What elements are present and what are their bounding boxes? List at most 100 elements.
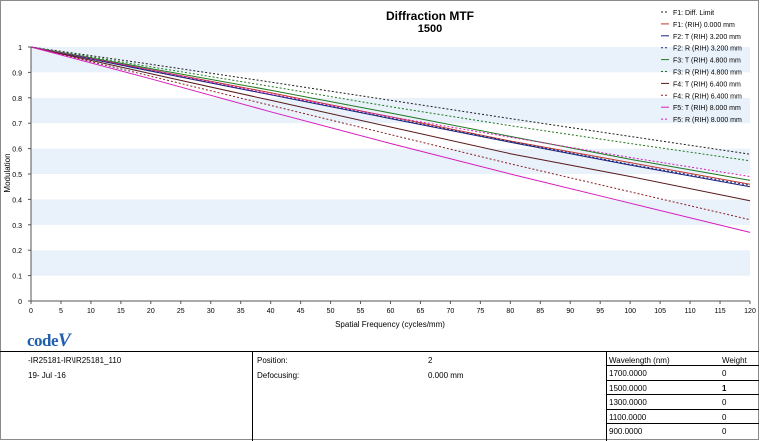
weight-value: 0 [722,369,727,378]
x-tick-label: 80 [506,308,514,315]
wavelength-value: 1300.0000 [609,398,647,407]
plot-band [31,224,750,251]
x-tick-label: 110 [684,308,695,315]
x-tick-label: 70 [447,308,455,315]
x-tick-label: 75 [476,308,484,315]
x-tick-label: 10 [87,308,95,315]
x-tick-label: 30 [207,308,215,315]
x-tick-label: 105 [654,308,666,315]
y-tick-label: 0.9 [12,70,22,77]
chart-subtitle: 1500 [418,23,442,35]
wavelength-row-divider [607,365,759,366]
x-tick-label: 65 [417,308,425,315]
date: 19- Jul -16 [28,371,66,380]
x-tick-label: 100 [624,308,636,315]
chart-title: Diffraction MTF [386,9,474,23]
plot-band [31,275,750,301]
y-tick-label: 1 [18,45,22,52]
weight-value: 0 [722,427,727,436]
legend-entry: F3: T (RIH) 4.800 mm [673,58,741,65]
mtf-curve [30,46,751,181]
wavelength-value: 1700.0000 [609,369,647,378]
legend-entry: F5: T (RIH) 8.000 mm [673,105,741,112]
wavelength-row-divider [607,408,759,410]
column-divider [606,352,607,441]
wavelength-row-divider [607,394,759,395]
x-tick-label: 50 [327,308,335,315]
x-tick-label: 90 [566,308,574,315]
mtf-curves [30,46,751,233]
wavelength-row-divider [607,423,759,424]
legend: F1: Diff. Limit F1: (RIH) 0.000 mm F2: T (… [661,10,742,124]
mtf-curve [30,46,751,155]
y-tick-label: 0.4 [12,197,22,204]
mtf-curve [30,46,751,177]
position-label: Position: [257,356,288,365]
x-tick-label: 15 [117,308,125,315]
plot-band [31,97,750,124]
y-tick-label: 0 [18,299,22,306]
y-tick-label: 0.8 [12,96,22,103]
legend-entry: F4: R (RIH) 6.400 mm [673,93,742,100]
x-tick-label: 60 [387,308,395,315]
weight-value: 0 [722,412,727,422]
x-tick-label: 120 [744,308,756,315]
x-tick-label: 25 [177,308,185,315]
mtf-curve [30,46,751,162]
plot-band [31,148,750,174]
x-tick-label: 20 [147,308,155,315]
mtf-curve [30,46,751,233]
y-tick-labels: 0 0.1 0.2 0.3 0.4 0.5 0.6 0.7 0.8 0.9 1 [12,45,31,306]
plot-bands [31,47,750,301]
mtf-curve [30,46,751,221]
defocusing-value: 0.000 mm [428,371,464,380]
x-tick-label: 35 [237,308,245,315]
mtf-curve [30,46,751,202]
y-tick-label: 0.2 [12,248,22,255]
lens-name: -IR25181-IR\IR25181_110 [28,356,122,365]
y-tick-label: 0.7 [12,121,22,128]
legend-entry: F4: T (RIH) 6.400 mm [673,81,741,88]
x-tick-label: 115 [714,308,725,315]
x-tick-label: 95 [596,308,604,315]
wavelength-value: 1100.0000 [609,412,647,422]
x-tick-label: 0 [29,308,33,315]
info-table: -IR25181-IR\IR25181_110 19- Jul -16 Posi… [0,351,759,441]
plot-band [31,199,750,225]
y-tick-label: 0.3 [12,223,22,230]
logo-code: code [27,331,59,350]
legend-entry: F2: T (RIH) 3.200 mm [673,34,741,41]
position-value: 2 [428,356,433,365]
mtf-chart: 0 0.1 0.2 0.3 0.4 0.5 0.6 0.7 0.8 0.9 1 0 5 10 15 20 25… [3,9,756,329]
x-tick-label: 40 [267,308,275,315]
y-axis-label: Modulation [3,153,12,192]
legend-entry: F2: R (RIH) 3.200 mm [673,46,742,53]
legend-entry: F1: Diff. Limit [673,10,714,17]
legend-entry: F5: R (RIH) 8.000 mm [673,117,742,124]
x-tick-label: 5 [59,308,63,315]
logo-v: V [58,330,71,351]
x-tick-label: 55 [357,308,365,315]
legend-entry: F1: (RIH) 0.000 mm [673,22,735,29]
plot-band [31,250,750,276]
wavelength-value: 900.0000 [609,427,643,436]
weight-value: 1 [722,383,727,393]
y-tick-label: 0.1 [12,274,22,281]
plot-band [31,72,750,98]
plot-band [31,174,750,200]
defocusing-label: Defocusing: [257,371,300,380]
y-tick-label: 0.6 [12,147,22,154]
wavelength-value: 1500.0000 [609,383,647,393]
legend-entry: F3: R (RIH) 4.800 mm [673,70,742,77]
weight-value: 0 [722,398,727,407]
x-axis-label: Spatial Frequency (cycles/mm) [335,320,445,329]
weight-header: Weight [722,356,747,365]
x-tick-labels: 0 5 10 15 20 25 30 35 40 45 50 55 60 65 70 75 80 85 90 95 10… [29,301,756,315]
wavelength-row-divider [607,379,759,381]
x-tick-label: 45 [297,308,305,315]
x-tick-label: 85 [536,308,544,315]
column-divider [252,352,253,441]
mtf-curve [30,46,751,188]
y-tick-label: 0.5 [12,172,22,179]
